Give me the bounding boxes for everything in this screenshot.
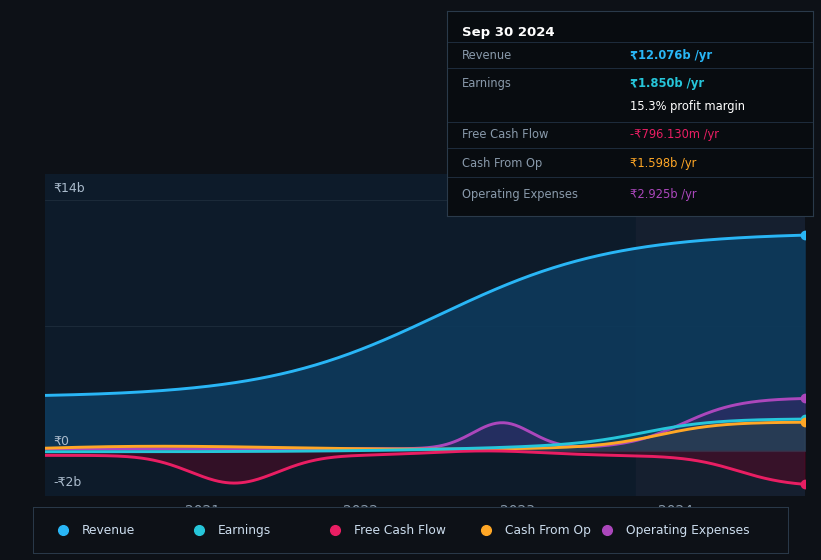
Bar [636, 174, 805, 496]
Text: Free Cash Flow: Free Cash Flow [354, 524, 446, 537]
Text: Operating Expenses: Operating Expenses [626, 524, 750, 537]
Text: ₹0: ₹0 [53, 435, 69, 448]
Text: Cash From Op: Cash From Op [505, 524, 591, 537]
Text: Earnings: Earnings [462, 77, 512, 90]
Text: ₹14b: ₹14b [53, 182, 85, 195]
Text: 15.3% profit margin: 15.3% profit margin [631, 100, 745, 113]
Text: -₹796.130m /yr: -₹796.130m /yr [631, 128, 719, 141]
Text: ₹1.850b /yr: ₹1.850b /yr [631, 77, 704, 90]
Text: Free Cash Flow: Free Cash Flow [462, 128, 548, 141]
Text: Revenue: Revenue [82, 524, 135, 537]
Text: ₹12.076b /yr: ₹12.076b /yr [631, 49, 713, 62]
Text: Cash From Op: Cash From Op [462, 157, 543, 170]
Text: Sep 30 2024: Sep 30 2024 [462, 26, 555, 39]
Text: -₹2b: -₹2b [53, 476, 81, 489]
Text: Operating Expenses: Operating Expenses [462, 188, 578, 200]
Text: ₹1.598b /yr: ₹1.598b /yr [631, 157, 696, 170]
Text: Earnings: Earnings [218, 524, 271, 537]
Text: ₹2.925b /yr: ₹2.925b /yr [631, 188, 697, 200]
Text: Revenue: Revenue [462, 49, 512, 62]
